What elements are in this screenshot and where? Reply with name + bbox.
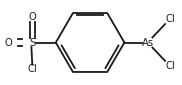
Text: S: S <box>29 37 35 48</box>
Text: Cl: Cl <box>166 61 175 71</box>
Text: O: O <box>28 12 36 22</box>
Text: O: O <box>4 37 12 48</box>
Text: Cl: Cl <box>166 14 175 24</box>
Text: As: As <box>142 37 154 48</box>
Text: Cl: Cl <box>27 64 37 74</box>
